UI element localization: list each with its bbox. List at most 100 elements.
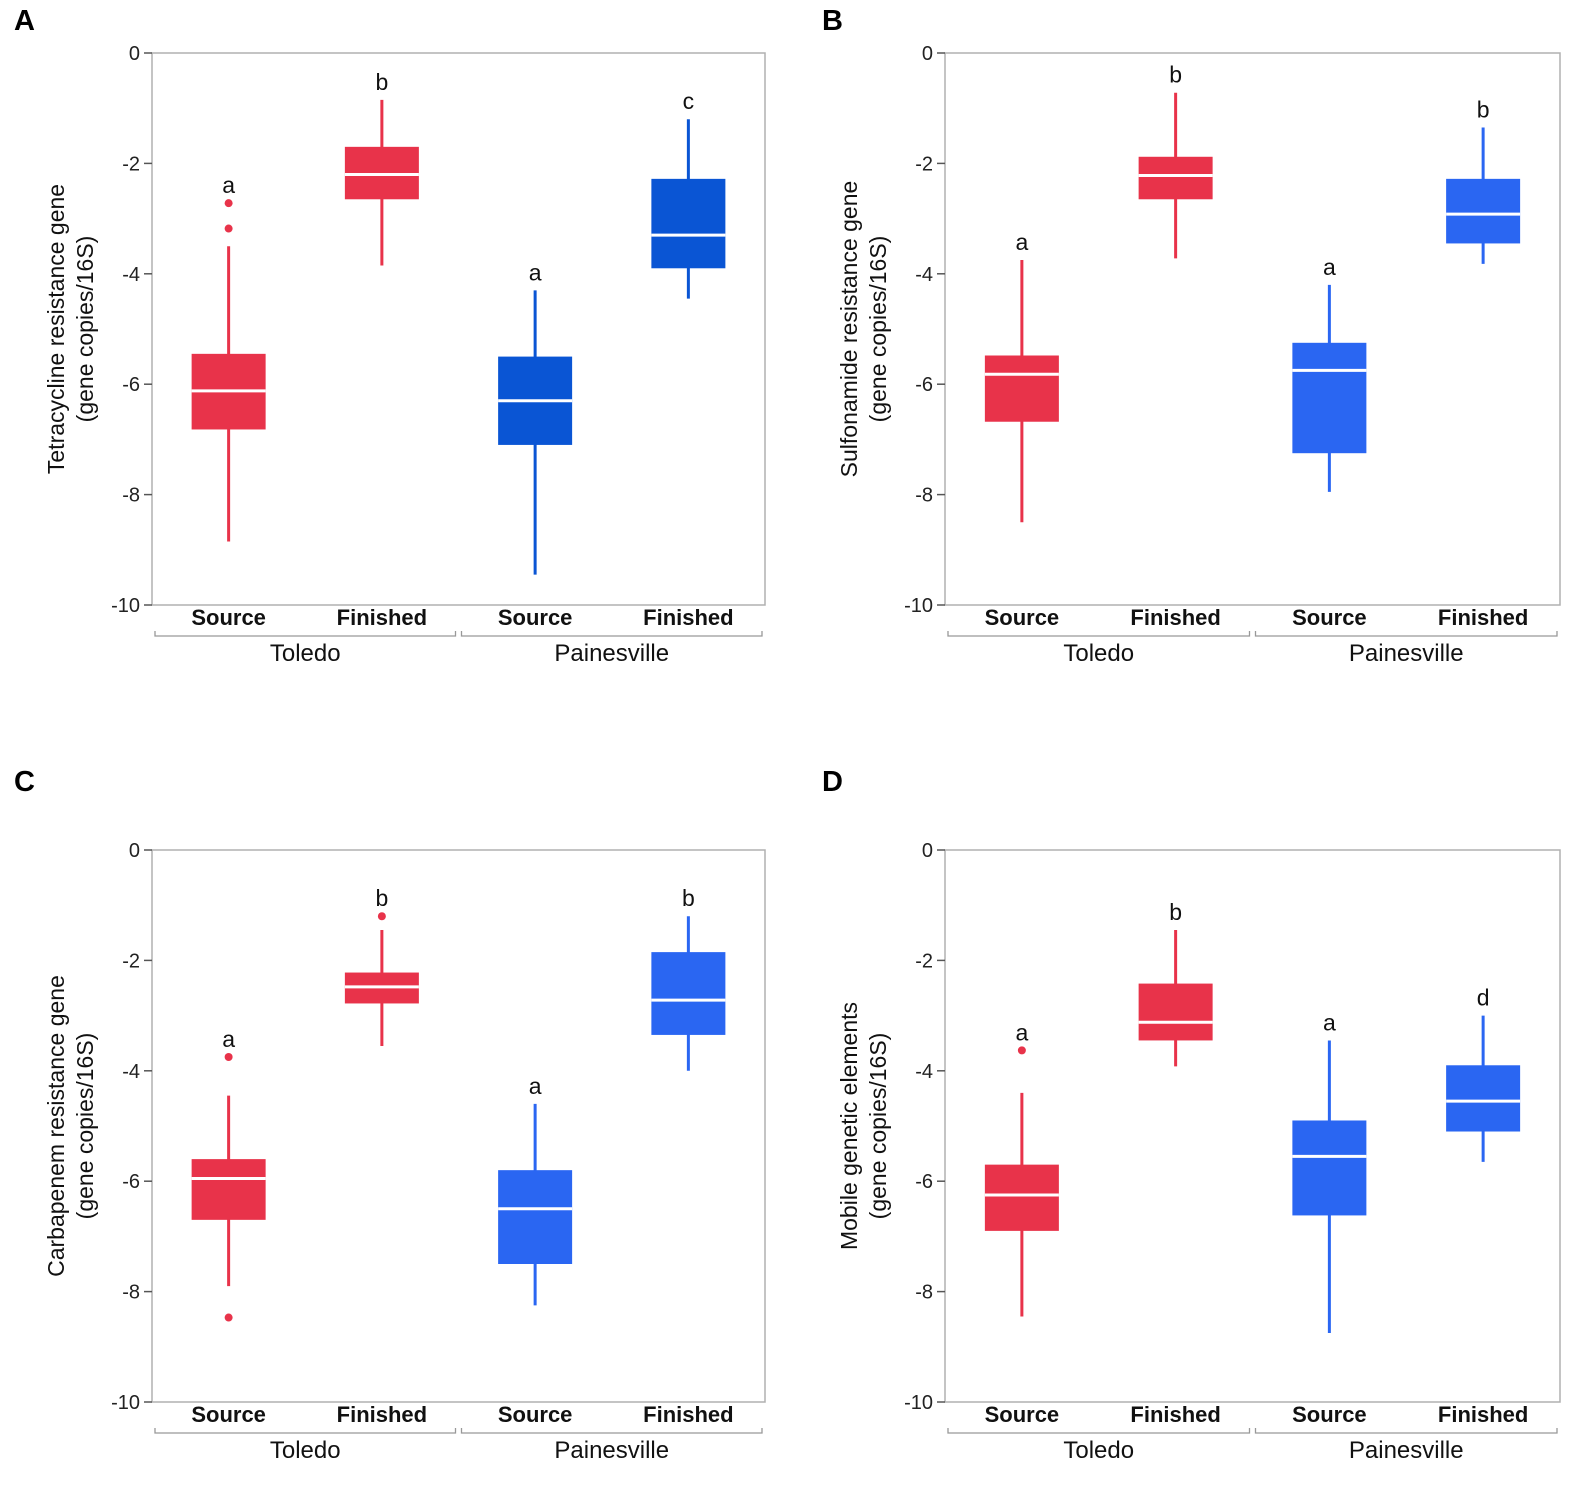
x-category-label: Finished [643,1402,733,1427]
y-axis-label: Carbapenem resistance gene [43,975,69,1277]
group-bracket [154,631,457,637]
box-body [984,1164,1059,1231]
x-category-label: Source [985,605,1060,630]
x-category-label: Finished [1130,605,1220,630]
panel-a: A 0 -2 -4 -6 -8 -10 Tetracycline resistance gen… [14,5,766,667]
significance-letter: a [1323,254,1336,280]
box-toledo-source: a [984,229,1059,523]
significance-letter: c [683,88,695,114]
box-painesville-finished: d [1446,985,1521,1162]
panel-b: B 0 -2 -4 -6 -8 -10 Sulfonamide resistance gene… [822,5,1561,667]
box-body [1138,156,1213,200]
y-tick-label: -8 [915,1282,933,1304]
x-category-label: Finished [643,605,733,630]
group-bracket [154,1428,457,1434]
outlier-point [224,1313,233,1322]
significance-letter: a [1015,229,1028,255]
panel-letter: C [14,766,35,798]
y-tick-label: 0 [922,840,933,862]
x-category-label: Source [498,1402,573,1427]
x-category-label: Source [191,1402,266,1427]
y-tick-label: -10 [904,595,933,617]
box-toledo-source: a [191,172,266,542]
y-tick-label: -8 [122,485,140,507]
group-label: Painesville [1349,1437,1464,1464]
y-tick-label: -2 [915,153,933,175]
outlier-point [1017,1046,1026,1055]
y-tick-label: -6 [122,374,140,396]
box-body [1446,1065,1521,1132]
y-tick-label: 0 [922,43,933,65]
group-bracket [947,1428,1251,1434]
y-tick-label: 0 [129,43,140,65]
box-body [984,355,1059,422]
group-label: Painesville [1349,640,1464,667]
y-tick-label: -10 [111,595,140,617]
y-tick-label: -10 [111,1392,140,1414]
x-category-label: Finished [1130,1402,1220,1427]
panel-letter: A [14,5,35,37]
y-axis-label-units: (gene copies/16S) [865,236,891,423]
significance-letter: a [529,1073,542,1099]
box-painesville-source: a [1292,1009,1367,1333]
plot-frame [944,849,1561,1403]
box-painesville-finished: b [1446,97,1521,264]
x-category-label: Source [985,1402,1060,1427]
x-category-label: Source [498,605,573,630]
significance-letter: a [1015,1019,1028,1045]
x-category-label: Finished [1438,1402,1528,1427]
box-toledo-source: a [984,1019,1059,1317]
panel-letter: D [822,766,843,798]
group-bracket [460,1428,763,1434]
significance-letter: b [1169,899,1182,925]
group-bracket [1254,631,1558,637]
significance-letter: b [375,69,388,95]
box-body [498,1170,573,1264]
y-tick-label: -2 [915,950,933,972]
box-toledo-finished: b [1138,899,1213,1067]
group-bracket [947,631,1251,637]
y-tick-label: -4 [122,1061,140,1083]
x-category-label: Source [1292,1402,1367,1427]
y-axis-label: Tetracycline resistance gene [43,184,69,474]
y-tick-label: -8 [915,485,933,507]
plot-frame [944,52,1561,606]
outlier-point [224,224,233,233]
y-axis-label-units: (gene copies/16S) [865,1033,891,1220]
y-tick-label: -2 [122,950,140,972]
group-bracket [460,631,763,637]
box-toledo-source: a [191,1026,266,1322]
x-category-label: Source [191,605,266,630]
box-painesville-finished: c [651,88,726,299]
x-category-label: Finished [1438,605,1528,630]
box-body [651,952,726,1035]
box-toledo-finished: b [344,885,419,1046]
significance-letter: a [222,1026,235,1052]
significance-letter: b [1477,97,1490,123]
x-category-label: Source [1292,605,1367,630]
y-tick-label: -10 [904,1392,933,1414]
y-axis-label-units: (gene copies/16S) [72,1033,98,1220]
box-toledo-finished: b [344,69,419,266]
y-axis-label-units: (gene copies/16S) [72,236,98,423]
significance-letter: b [375,885,388,911]
group-label: Toledo [1063,640,1134,667]
y-tick-label: -2 [122,153,140,175]
x-category-label: Finished [337,605,427,630]
plot-frame [151,52,766,606]
y-tick-label: -6 [122,1171,140,1193]
y-tick-label: 0 [129,840,140,862]
panel-c: C 0 -2 -4 -6 -8 -10 Carbapenem resistance gene(… [14,766,766,1464]
significance-letter: a [1323,1009,1336,1035]
group-bracket [1254,1428,1558,1434]
y-tick-label: -4 [122,264,140,286]
outlier-point [377,912,386,921]
x-category-label: Finished [337,1402,427,1427]
y-axis-label: Mobile genetic elements [836,1002,862,1250]
box-body [1292,1120,1367,1216]
y-tick-label: -6 [915,374,933,396]
y-tick-label: -6 [915,1171,933,1193]
significance-letter: b [682,885,695,911]
panel-d: D 0 -2 -4 -6 -8 -10 Mobile genetic elements (gen… [822,766,1561,1464]
